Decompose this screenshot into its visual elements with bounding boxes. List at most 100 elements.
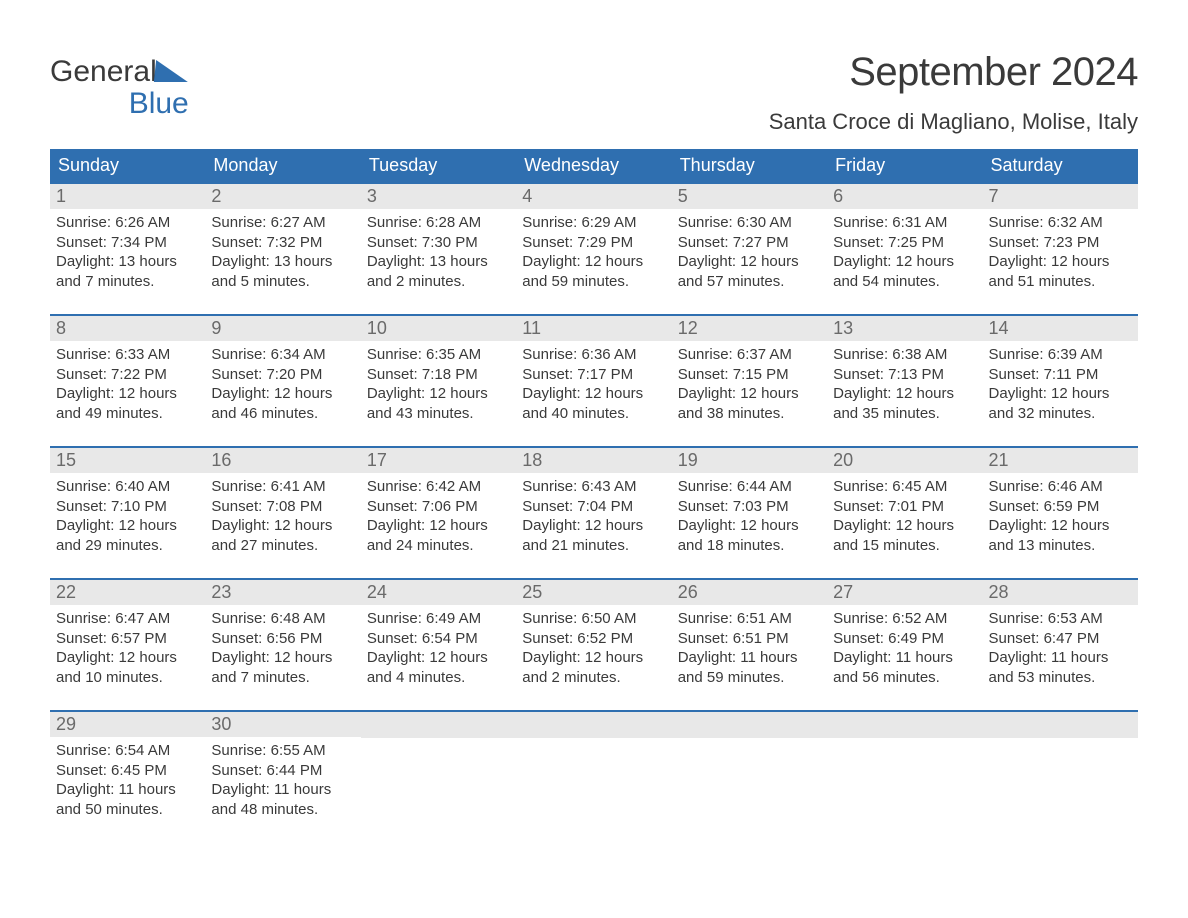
daylight-line-1: Daylight: 12 hours bbox=[367, 516, 510, 536]
day-cell-empty bbox=[516, 711, 671, 843]
day-cell: 10Sunrise: 6:35 AMSunset: 7:18 PMDayligh… bbox=[361, 315, 516, 447]
day-body: Sunrise: 6:50 AMSunset: 6:52 PMDaylight:… bbox=[516, 605, 671, 691]
daylight-line-1: Daylight: 11 hours bbox=[56, 780, 199, 800]
daylight-line-1: Daylight: 12 hours bbox=[367, 648, 510, 668]
day-body: Sunrise: 6:33 AMSunset: 7:22 PMDaylight:… bbox=[50, 341, 205, 427]
day-number: 22 bbox=[50, 580, 205, 605]
day-body: Sunrise: 6:45 AMSunset: 7:01 PMDaylight:… bbox=[827, 473, 982, 559]
daylight-line-1: Daylight: 11 hours bbox=[678, 648, 821, 668]
day-number: 17 bbox=[361, 448, 516, 473]
sunset-line: Sunset: 6:52 PM bbox=[522, 629, 665, 649]
daylight-line-2: and 59 minutes. bbox=[678, 668, 821, 688]
day-body: Sunrise: 6:37 AMSunset: 7:15 PMDaylight:… bbox=[672, 341, 827, 427]
sunrise-line: Sunrise: 6:45 AM bbox=[833, 477, 976, 497]
day-cell: 16Sunrise: 6:41 AMSunset: 7:08 PMDayligh… bbox=[205, 447, 360, 579]
daylight-line-1: Daylight: 13 hours bbox=[367, 252, 510, 272]
daylight-line-1: Daylight: 12 hours bbox=[56, 384, 199, 404]
sunrise-line: Sunrise: 6:48 AM bbox=[211, 609, 354, 629]
day-cell: 9Sunrise: 6:34 AMSunset: 7:20 PMDaylight… bbox=[205, 315, 360, 447]
daylight-line-2: and 51 minutes. bbox=[989, 272, 1132, 292]
day-body: Sunrise: 6:48 AMSunset: 6:56 PMDaylight:… bbox=[205, 605, 360, 691]
day-body: Sunrise: 6:55 AMSunset: 6:44 PMDaylight:… bbox=[205, 737, 360, 823]
daylight-line-2: and 7 minutes. bbox=[211, 668, 354, 688]
sunset-line: Sunset: 7:27 PM bbox=[678, 233, 821, 253]
daylight-line-2: and 50 minutes. bbox=[56, 800, 199, 820]
daylight-line-2: and 13 minutes. bbox=[989, 536, 1132, 556]
day-body: Sunrise: 6:29 AMSunset: 7:29 PMDaylight:… bbox=[516, 209, 671, 295]
daylight-line-1: Daylight: 12 hours bbox=[211, 384, 354, 404]
day-cell: 17Sunrise: 6:42 AMSunset: 7:06 PMDayligh… bbox=[361, 447, 516, 579]
day-number: 15 bbox=[50, 448, 205, 473]
sunset-line: Sunset: 6:59 PM bbox=[989, 497, 1132, 517]
sunset-line: Sunset: 7:32 PM bbox=[211, 233, 354, 253]
sunrise-line: Sunrise: 6:27 AM bbox=[211, 213, 354, 233]
day-cell: 8Sunrise: 6:33 AMSunset: 7:22 PMDaylight… bbox=[50, 315, 205, 447]
weekday-header: Wednesday bbox=[516, 149, 671, 183]
day-number: 3 bbox=[361, 184, 516, 209]
daylight-line-2: and 2 minutes. bbox=[367, 272, 510, 292]
sunset-line: Sunset: 7:20 PM bbox=[211, 365, 354, 385]
day-cell-empty bbox=[361, 711, 516, 843]
day-body: Sunrise: 6:51 AMSunset: 6:51 PMDaylight:… bbox=[672, 605, 827, 691]
day-body: Sunrise: 6:52 AMSunset: 6:49 PMDaylight:… bbox=[827, 605, 982, 691]
sunset-line: Sunset: 7:01 PM bbox=[833, 497, 976, 517]
daylight-line-2: and 53 minutes. bbox=[989, 668, 1132, 688]
week-row: 8Sunrise: 6:33 AMSunset: 7:22 PMDaylight… bbox=[50, 315, 1138, 447]
day-body: Sunrise: 6:53 AMSunset: 6:47 PMDaylight:… bbox=[983, 605, 1138, 691]
logo-text: GeneralBlue bbox=[50, 56, 189, 119]
sunset-line: Sunset: 7:29 PM bbox=[522, 233, 665, 253]
daylight-line-2: and 15 minutes. bbox=[833, 536, 976, 556]
day-cell: 27Sunrise: 6:52 AMSunset: 6:49 PMDayligh… bbox=[827, 579, 982, 711]
sunset-line: Sunset: 7:15 PM bbox=[678, 365, 821, 385]
day-cell: 12Sunrise: 6:37 AMSunset: 7:15 PMDayligh… bbox=[672, 315, 827, 447]
day-number: 4 bbox=[516, 184, 671, 209]
weekday-header: Sunday bbox=[50, 149, 205, 183]
daylight-line-1: Daylight: 13 hours bbox=[211, 252, 354, 272]
daylight-line-2: and 56 minutes. bbox=[833, 668, 976, 688]
calendar-body: 1Sunrise: 6:26 AMSunset: 7:34 PMDaylight… bbox=[50, 183, 1138, 843]
month-title: September 2024 bbox=[769, 50, 1138, 95]
day-body: Sunrise: 6:43 AMSunset: 7:04 PMDaylight:… bbox=[516, 473, 671, 559]
sunrise-line: Sunrise: 6:47 AM bbox=[56, 609, 199, 629]
daylight-line-1: Daylight: 12 hours bbox=[833, 252, 976, 272]
day-cell: 11Sunrise: 6:36 AMSunset: 7:17 PMDayligh… bbox=[516, 315, 671, 447]
sunrise-line: Sunrise: 6:28 AM bbox=[367, 213, 510, 233]
header: GeneralBlue September 2024 Santa Croce d… bbox=[50, 50, 1138, 135]
sunrise-line: Sunrise: 6:43 AM bbox=[522, 477, 665, 497]
sunset-line: Sunset: 6:49 PM bbox=[833, 629, 976, 649]
sunrise-line: Sunrise: 6:44 AM bbox=[678, 477, 821, 497]
title-block: September 2024 Santa Croce di Magliano, … bbox=[769, 50, 1138, 135]
day-cell: 5Sunrise: 6:30 AMSunset: 7:27 PMDaylight… bbox=[672, 183, 827, 315]
day-cell: 1Sunrise: 6:26 AMSunset: 7:34 PMDaylight… bbox=[50, 183, 205, 315]
sunset-line: Sunset: 6:54 PM bbox=[367, 629, 510, 649]
calendar-table: Sunday Monday Tuesday Wednesday Thursday… bbox=[50, 149, 1138, 843]
day-body: Sunrise: 6:30 AMSunset: 7:27 PMDaylight:… bbox=[672, 209, 827, 295]
day-number: 6 bbox=[827, 184, 982, 209]
sunrise-line: Sunrise: 6:35 AM bbox=[367, 345, 510, 365]
day-number: 28 bbox=[983, 580, 1138, 605]
sunrise-line: Sunrise: 6:50 AM bbox=[522, 609, 665, 629]
day-cell: 26Sunrise: 6:51 AMSunset: 6:51 PMDayligh… bbox=[672, 579, 827, 711]
daylight-line-1: Daylight: 11 hours bbox=[211, 780, 354, 800]
day-cell: 25Sunrise: 6:50 AMSunset: 6:52 PMDayligh… bbox=[516, 579, 671, 711]
day-body: Sunrise: 6:44 AMSunset: 7:03 PMDaylight:… bbox=[672, 473, 827, 559]
week-row: 22Sunrise: 6:47 AMSunset: 6:57 PMDayligh… bbox=[50, 579, 1138, 711]
daylight-line-2: and 18 minutes. bbox=[678, 536, 821, 556]
day-body: Sunrise: 6:41 AMSunset: 7:08 PMDaylight:… bbox=[205, 473, 360, 559]
sunset-line: Sunset: 6:56 PM bbox=[211, 629, 354, 649]
daylight-line-1: Daylight: 12 hours bbox=[56, 648, 199, 668]
daylight-line-1: Daylight: 13 hours bbox=[56, 252, 199, 272]
sunrise-line: Sunrise: 6:36 AM bbox=[522, 345, 665, 365]
day-number: 7 bbox=[983, 184, 1138, 209]
daylight-line-2: and 40 minutes. bbox=[522, 404, 665, 424]
day-cell-empty bbox=[672, 711, 827, 843]
sunset-line: Sunset: 7:23 PM bbox=[989, 233, 1132, 253]
daylight-line-2: and 43 minutes. bbox=[367, 404, 510, 424]
daylight-line-2: and 35 minutes. bbox=[833, 404, 976, 424]
daylight-line-2: and 59 minutes. bbox=[522, 272, 665, 292]
day-body: Sunrise: 6:42 AMSunset: 7:06 PMDaylight:… bbox=[361, 473, 516, 559]
day-number: 5 bbox=[672, 184, 827, 209]
daylight-line-1: Daylight: 12 hours bbox=[833, 516, 976, 536]
day-body: Sunrise: 6:47 AMSunset: 6:57 PMDaylight:… bbox=[50, 605, 205, 691]
daylight-line-1: Daylight: 12 hours bbox=[678, 516, 821, 536]
